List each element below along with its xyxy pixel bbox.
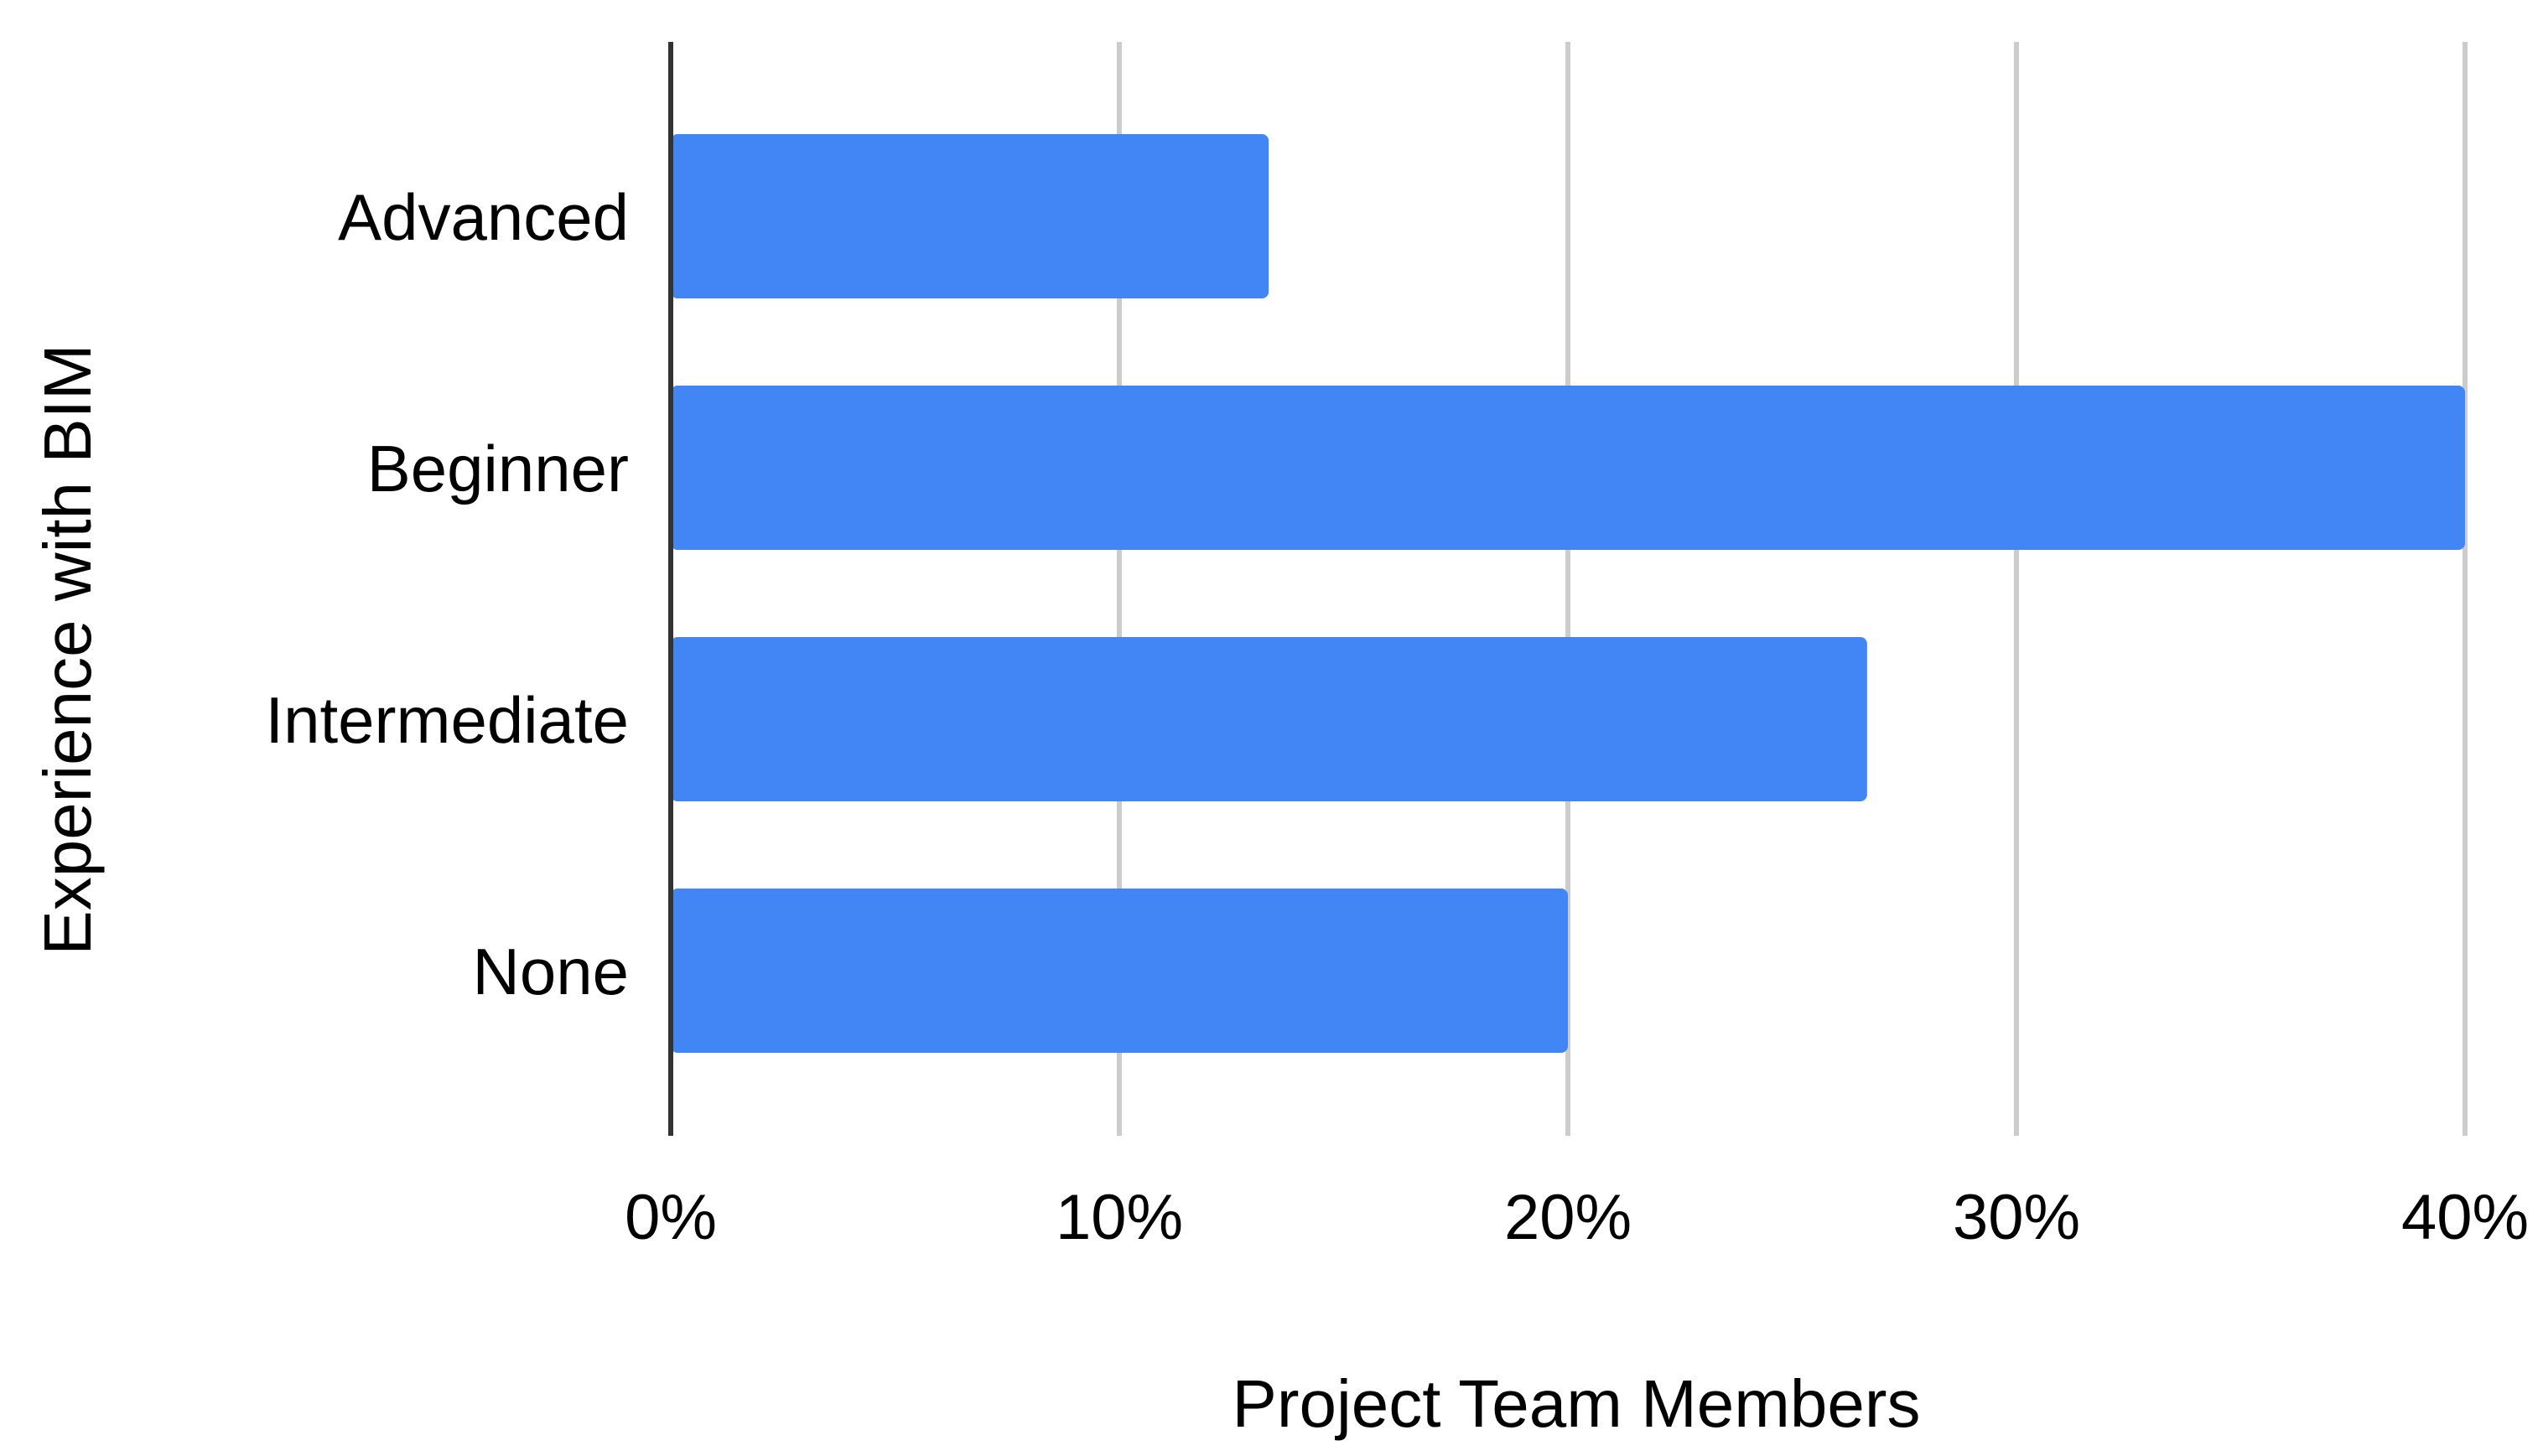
x-tick-label: 0% xyxy=(625,1182,717,1253)
bar-intermediate xyxy=(671,637,1867,801)
x-tick-label: 10% xyxy=(1056,1182,1183,1253)
x-tick-label: 20% xyxy=(1504,1182,1632,1253)
x-axis-title: Project Team Members xyxy=(1232,1366,1920,1441)
category-label: Advanced xyxy=(338,180,629,254)
x-tick-label: 40% xyxy=(2401,1182,2529,1253)
bar-advanced xyxy=(671,134,1269,298)
bar-none xyxy=(671,889,1568,1053)
category-label: None xyxy=(473,935,629,1008)
y-axis-title: Experience with BIM xyxy=(30,344,105,955)
bar-beginner xyxy=(671,386,2465,550)
x-tick-label: 30% xyxy=(1953,1182,2080,1253)
category-labels: Advanced Beginner Intermediate None xyxy=(265,180,629,1008)
bars xyxy=(671,134,2465,1053)
category-label: Intermediate xyxy=(265,683,629,757)
category-label: Beginner xyxy=(367,432,629,505)
x-tick-labels: 0% 10% 20% 30% 40% xyxy=(625,1182,2529,1253)
